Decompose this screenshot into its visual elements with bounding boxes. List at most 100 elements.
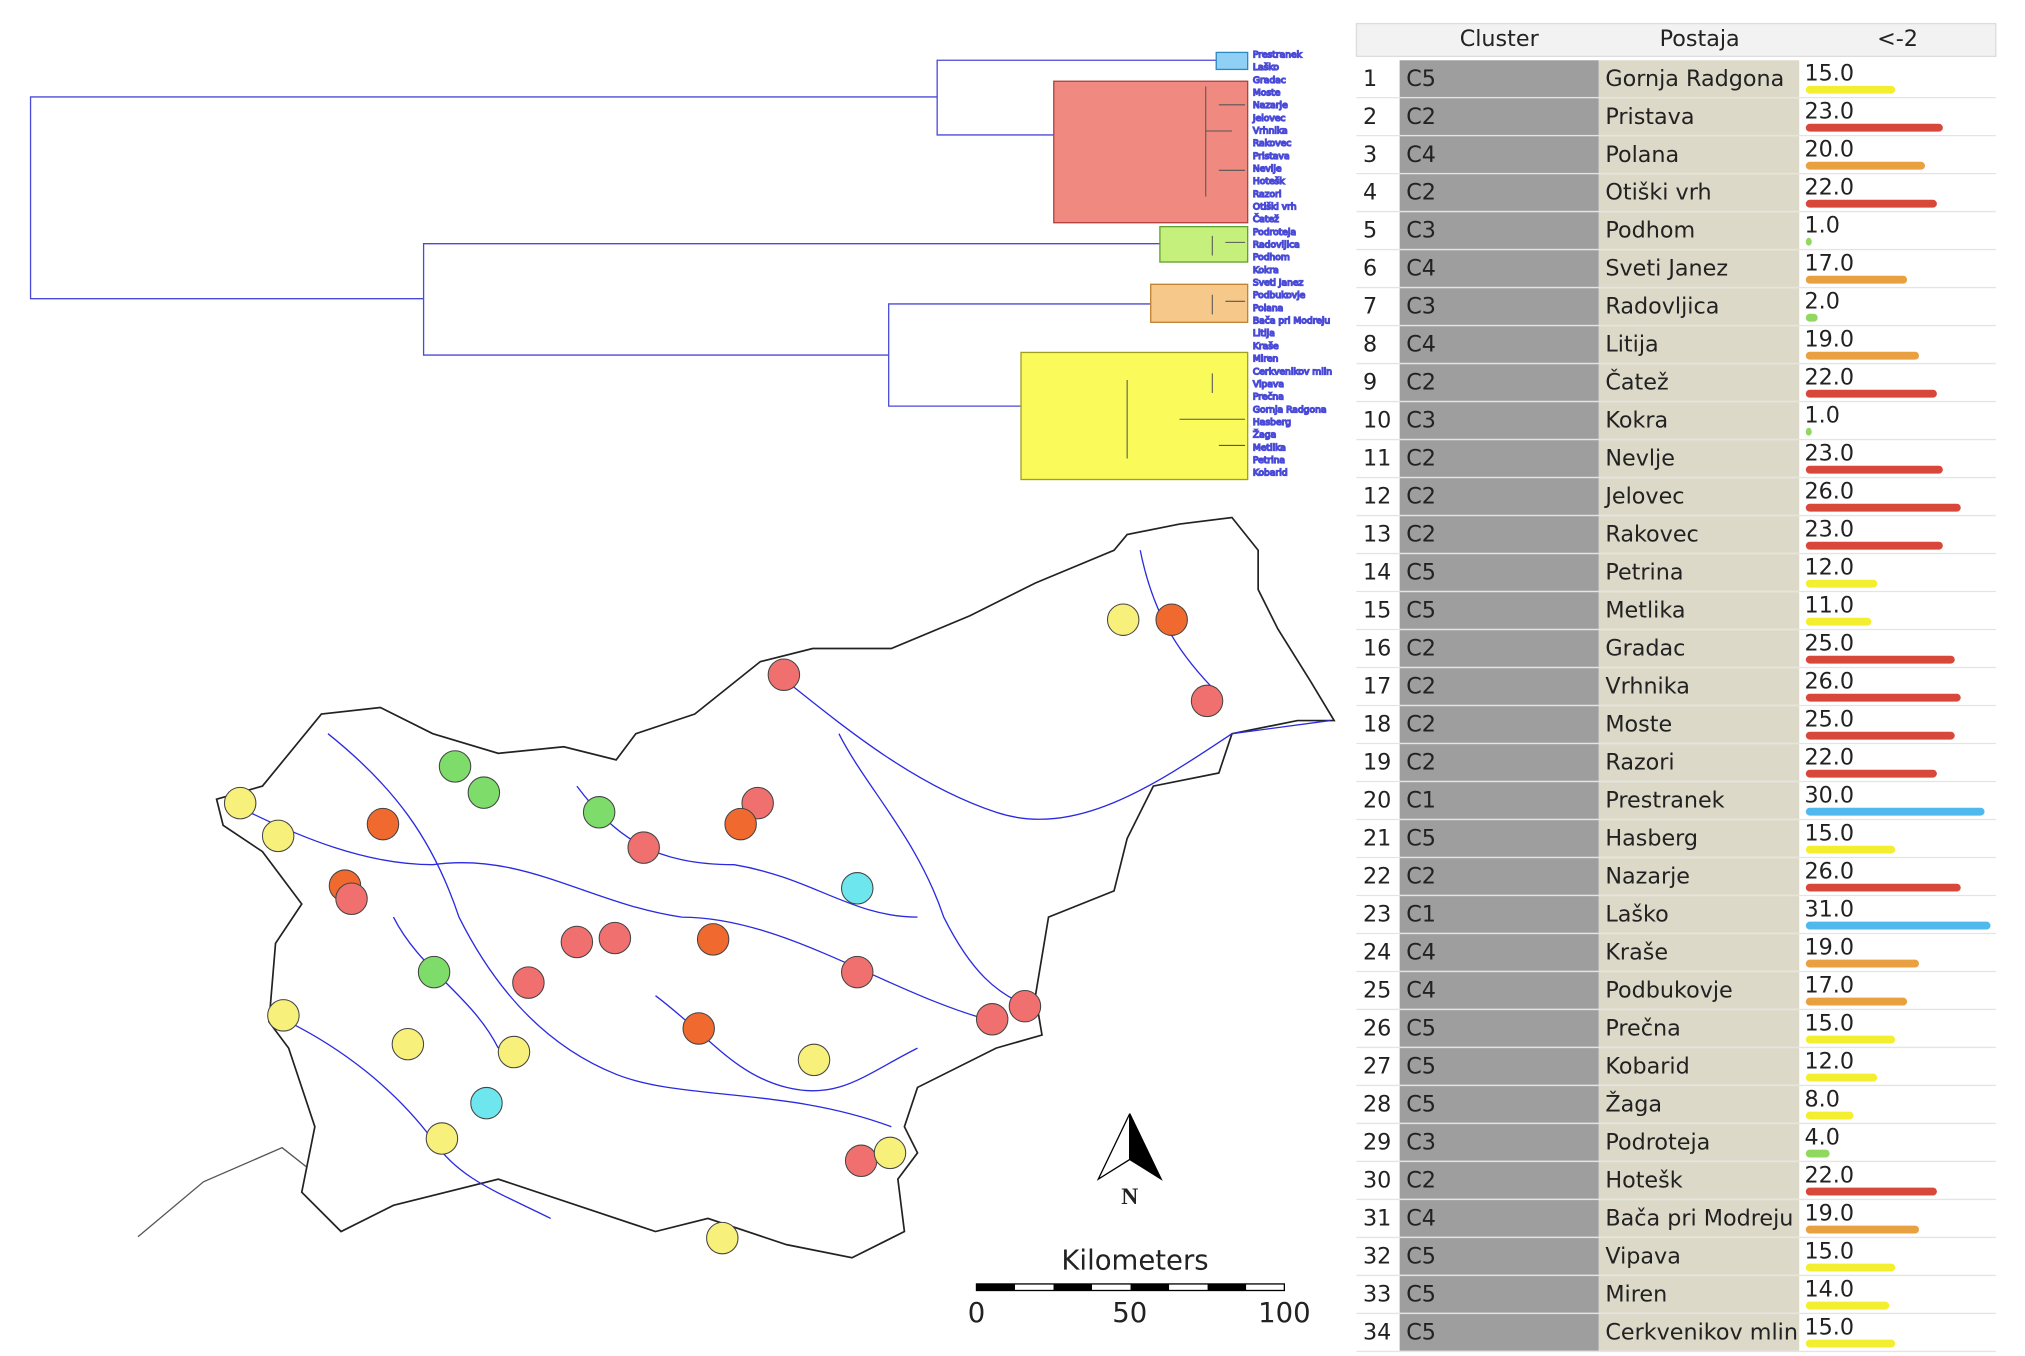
river bbox=[838, 733, 1036, 1010]
dendro-inner bbox=[1205, 86, 1246, 197]
value-bar bbox=[1805, 313, 1818, 322]
value-bar bbox=[1805, 85, 1896, 94]
river bbox=[786, 680, 1331, 820]
row-index: 13 bbox=[1363, 522, 1391, 548]
country-outline bbox=[215, 516, 1336, 1259]
postaja: Kokra bbox=[1605, 408, 1668, 434]
cluster-cell bbox=[1399, 1314, 1599, 1351]
leaf-label: Kraše bbox=[1253, 341, 1279, 352]
postaja: Metlika bbox=[1605, 598, 1685, 624]
row-index: 28 bbox=[1363, 1092, 1391, 1118]
postaja-cell bbox=[1598, 440, 1800, 477]
postaja: Miren bbox=[1605, 1282, 1667, 1308]
leaf-label: Radovljica bbox=[1253, 240, 1300, 251]
value-bar bbox=[1805, 921, 1991, 930]
cluster: C3 bbox=[1406, 294, 1436, 320]
leaf-label: Razori bbox=[1253, 189, 1282, 200]
postaja: Vrhnika bbox=[1605, 674, 1690, 700]
cluster-cell bbox=[1399, 516, 1599, 553]
postaja-cell bbox=[1598, 516, 1800, 553]
row-index: 25 bbox=[1363, 978, 1391, 1004]
cluster: C1 bbox=[1406, 902, 1436, 928]
value-bar bbox=[1805, 465, 1943, 474]
row-index: 31 bbox=[1363, 1206, 1391, 1232]
cluster: C2 bbox=[1406, 750, 1436, 776]
postaja-cell bbox=[1598, 1276, 1800, 1313]
value-label: 15.0 bbox=[1804, 1314, 1854, 1340]
station bbox=[1106, 603, 1140, 636]
cluster: C4 bbox=[1406, 142, 1436, 168]
value-label: 26.0 bbox=[1804, 478, 1854, 504]
scale-segment bbox=[1207, 1283, 1247, 1291]
value-bar bbox=[1805, 427, 1812, 436]
station bbox=[682, 1012, 715, 1045]
postaja: Vipava bbox=[1605, 1244, 1681, 1270]
postaja-cell bbox=[1598, 174, 1800, 211]
value-label: 25.0 bbox=[1804, 630, 1854, 656]
cluster: C2 bbox=[1406, 484, 1436, 510]
value-bar bbox=[1805, 1187, 1937, 1196]
leaf-label: Jelovec bbox=[1252, 113, 1286, 124]
value-label: 19.0 bbox=[1804, 1200, 1854, 1226]
station bbox=[512, 966, 545, 999]
postaja-cell bbox=[1598, 1086, 1800, 1123]
station bbox=[1190, 684, 1224, 718]
postaja-cell bbox=[1598, 820, 1800, 857]
column-header: Cluster bbox=[1460, 26, 1540, 52]
value-label: 20.0 bbox=[1804, 137, 1854, 163]
leaf-label: Podbukovje bbox=[1253, 290, 1306, 301]
postaja-cell bbox=[1598, 858, 1800, 895]
value-label: 4.0 bbox=[1804, 1124, 1839, 1150]
station bbox=[841, 872, 874, 905]
postaja-cell bbox=[1598, 250, 1800, 287]
cluster-cell bbox=[1399, 820, 1599, 857]
leaf-label: Otiški vrh bbox=[1253, 202, 1297, 213]
cluster-box bbox=[1020, 351, 1249, 481]
row-index: 12 bbox=[1363, 484, 1391, 510]
scale-segment bbox=[1053, 1283, 1093, 1291]
postaja-cell bbox=[1598, 1238, 1800, 1275]
row-index: 22 bbox=[1363, 864, 1391, 890]
row-index: 29 bbox=[1363, 1130, 1391, 1156]
value-label: 17.0 bbox=[1804, 250, 1854, 276]
postaja-cell bbox=[1598, 592, 1800, 629]
value-bar bbox=[1805, 503, 1961, 512]
border-line bbox=[137, 1146, 326, 1238]
cluster-cell bbox=[1399, 402, 1599, 439]
postaja: Radovljica bbox=[1605, 294, 1719, 320]
value-label: 15.0 bbox=[1804, 1010, 1854, 1036]
dendro-branch bbox=[29, 96, 938, 300]
cluster: C3 bbox=[1406, 1130, 1436, 1156]
cluster: C5 bbox=[1406, 66, 1436, 92]
postaja: Prestranek bbox=[1605, 788, 1724, 814]
map: N Kilometers 0 50 100 bbox=[137, 516, 1336, 1329]
station bbox=[470, 1086, 503, 1120]
station bbox=[438, 750, 472, 783]
row-index: 1 bbox=[1363, 66, 1377, 92]
value-bar bbox=[1805, 1149, 1830, 1158]
value-bar bbox=[1805, 237, 1812, 246]
value-label: 19.0 bbox=[1804, 934, 1854, 960]
leaf-label: Moste bbox=[1253, 88, 1281, 99]
value-label: 22.0 bbox=[1804, 744, 1854, 770]
value-bar bbox=[1805, 579, 1878, 588]
value-label: 30.0 bbox=[1804, 782, 1854, 808]
postaja-cell bbox=[1598, 1162, 1800, 1199]
cluster-cell bbox=[1399, 364, 1599, 401]
cluster: C5 bbox=[1406, 826, 1436, 852]
leaf-label: Polana bbox=[1253, 303, 1283, 314]
station bbox=[391, 1027, 425, 1061]
row-index: 14 bbox=[1363, 560, 1391, 586]
leaf-label: Metlika bbox=[1253, 442, 1286, 453]
leaf-label: Litija bbox=[1253, 328, 1275, 339]
postaja: Nevlje bbox=[1605, 446, 1675, 472]
value-label: 1.0 bbox=[1804, 402, 1839, 428]
dendro-inner bbox=[1126, 373, 1246, 459]
dendro-branch bbox=[888, 303, 1151, 407]
value-bar bbox=[1805, 617, 1872, 626]
cluster-cell bbox=[1399, 554, 1599, 591]
postaja: Petrina bbox=[1605, 560, 1683, 586]
cluster-cell bbox=[1399, 1238, 1599, 1275]
cluster-cell bbox=[1399, 288, 1599, 325]
postaja: Razori bbox=[1605, 750, 1674, 776]
